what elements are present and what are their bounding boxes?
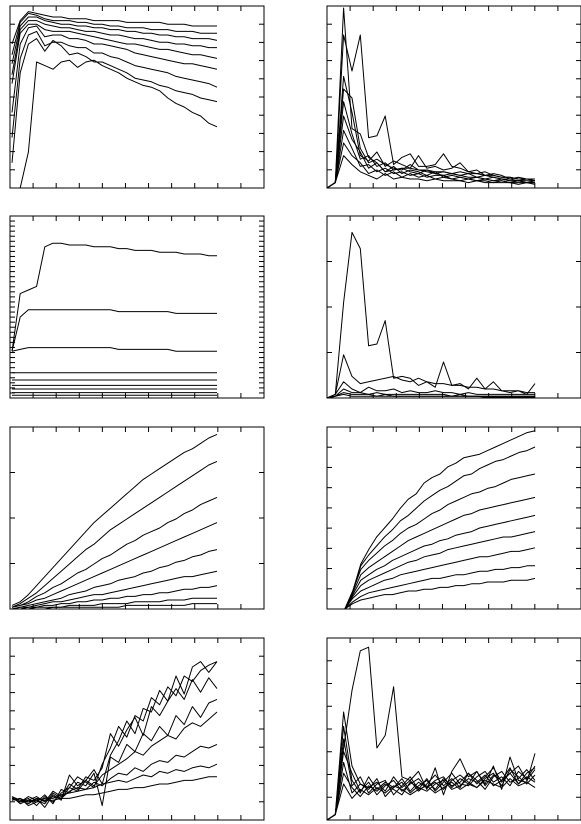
series-line-4 — [11, 522, 218, 608]
series-line-6 — [326, 115, 536, 189]
series-line-1 — [326, 231, 536, 399]
chart-panel-5 — [9, 426, 265, 610]
series-line-5 — [11, 23, 218, 84]
series-line-5 — [11, 549, 218, 610]
series-line-7 — [11, 30, 218, 138]
plot-frame — [9, 5, 265, 189]
series-line-3 — [326, 381, 535, 399]
series-line-9 — [326, 155, 536, 189]
series-line-4 — [11, 20, 217, 75]
series-line-1 — [11, 11, 217, 45]
chart-panel-4 — [326, 215, 581, 399]
series-line-5 — [337, 514, 536, 610]
series-line-8 — [326, 142, 535, 189]
series-line-3 — [337, 473, 536, 610]
series-line-4 — [337, 496, 536, 610]
series-line-8 — [337, 565, 535, 610]
series-line-1 — [326, 646, 536, 821]
series-line-4 — [11, 698, 218, 807]
series-line-6 — [337, 531, 536, 610]
series-line-8 — [11, 38, 218, 163]
chart-panel-6 — [326, 426, 581, 610]
series-line-7 — [337, 547, 536, 610]
series-line-6 — [326, 761, 536, 821]
chart-panel-2 — [326, 5, 581, 189]
series-line-6 — [11, 570, 218, 610]
series-line-2 — [11, 661, 218, 807]
series-line-6 — [11, 743, 218, 803]
series-line-6 — [11, 25, 218, 113]
series-line-2 — [337, 446, 536, 610]
series-line-2 — [326, 34, 535, 189]
series-line-3 — [11, 677, 218, 805]
series-line-3 — [11, 16, 218, 64]
series-line-9 — [12, 603, 217, 610]
series-line-8 — [11, 776, 217, 803]
series-line-1 — [11, 433, 218, 606]
series-line-2 — [11, 309, 217, 352]
series-line-2 — [326, 354, 535, 399]
series-line-2 — [326, 711, 536, 821]
series-line-8 — [12, 597, 217, 610]
series-line-9 — [12, 59, 218, 189]
chart-panel-7 — [9, 637, 265, 821]
plot-frame — [9, 215, 265, 399]
series-line-3 — [11, 496, 218, 608]
series-line-5 — [326, 101, 535, 189]
series-line-7 — [12, 585, 218, 610]
series-line-9 — [337, 577, 536, 610]
plot-frame — [326, 426, 581, 610]
chart-panel-8 — [326, 637, 581, 821]
series-line-7 — [326, 772, 536, 821]
series-line-3 — [326, 75, 535, 189]
series-line-3 — [326, 725, 536, 821]
series-line-1 — [11, 661, 218, 808]
series-line-1 — [337, 430, 536, 610]
series-line-3 — [11, 347, 217, 352]
series-line-6 — [326, 393, 535, 399]
plot-frame — [9, 426, 265, 610]
chart-panel-3 — [9, 215, 265, 399]
series-line-1 — [11, 242, 217, 352]
series-line-5 — [11, 711, 218, 805]
series-line-2 — [11, 460, 218, 608]
series-line-2 — [11, 12, 217, 55]
series-line-7 — [11, 763, 218, 803]
chart-panel-1 — [9, 5, 265, 189]
series-line-8 — [326, 778, 536, 821]
